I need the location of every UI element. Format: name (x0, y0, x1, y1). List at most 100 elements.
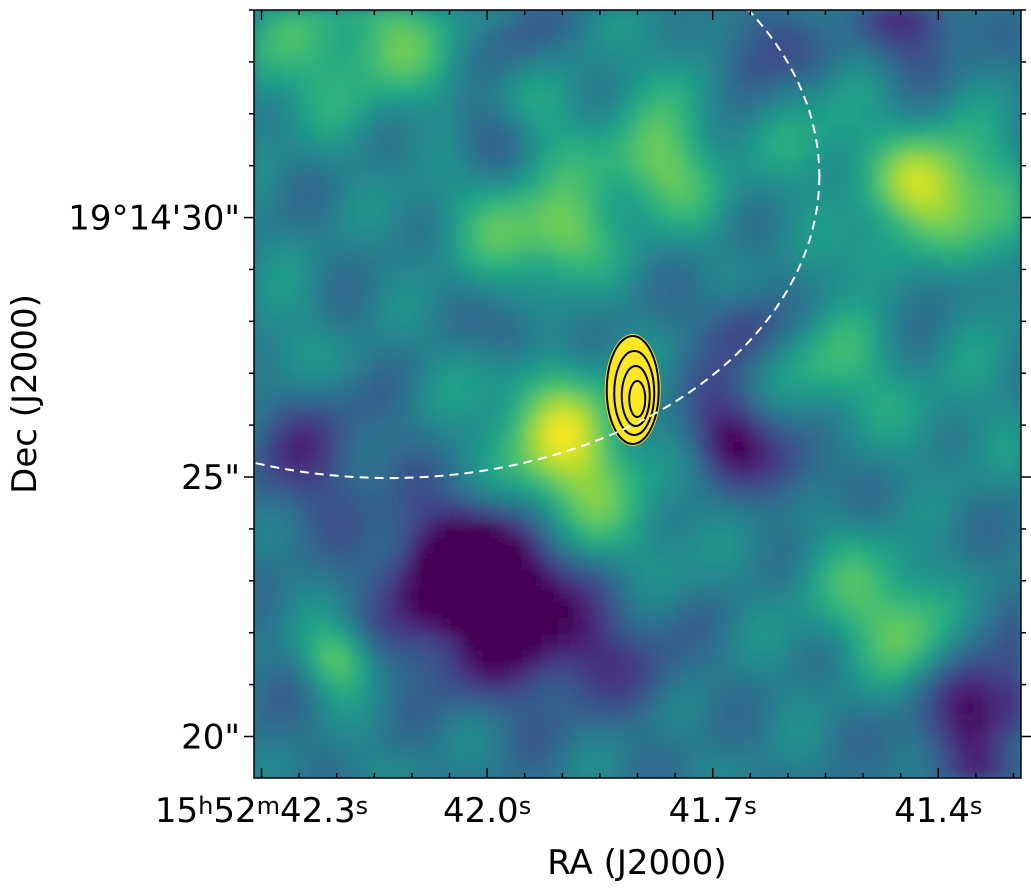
noise-cell (941, 250, 958, 267)
noise-cell (701, 298, 718, 315)
noise-cell (781, 394, 798, 411)
noise-cell (861, 122, 878, 139)
noise-cell (973, 10, 990, 27)
noise-cell (573, 58, 591, 75)
noise-cell (365, 650, 383, 667)
noise-cell (557, 474, 575, 491)
noise-cell (493, 474, 511, 491)
noise-cell (541, 170, 559, 187)
noise-cell (925, 474, 942, 491)
noise-cell (989, 250, 1006, 267)
noise-cell (573, 634, 591, 651)
noise-cell (286, 282, 303, 299)
noise-cell (525, 346, 543, 363)
noise-cell (797, 426, 814, 443)
noise-cell (541, 122, 559, 139)
noise-cell (286, 346, 303, 363)
noise-cell (669, 538, 687, 555)
noise-cell (509, 730, 527, 747)
noise-cell (749, 266, 766, 283)
noise-cell (973, 282, 990, 299)
noise-cell (365, 170, 383, 187)
noise-cell (525, 586, 543, 603)
noise-cell (477, 250, 495, 267)
noise-cell (1005, 746, 1021, 763)
noise-cell (1005, 298, 1021, 315)
noise-cell (989, 90, 1006, 107)
noise-cell (989, 202, 1006, 219)
noise-cell (589, 170, 607, 187)
noise-cell (781, 346, 798, 363)
noise-cell (701, 634, 718, 651)
noise-cell (445, 122, 463, 139)
noise-cell (813, 314, 830, 331)
noise-cell (286, 762, 303, 778)
noise-cell (254, 762, 271, 778)
noise-cell (989, 346, 1006, 363)
noise-cell (781, 426, 798, 443)
noise-cell (701, 314, 718, 331)
noise-cell (605, 26, 623, 43)
noise-cell (254, 138, 271, 155)
noise-cell (509, 218, 527, 235)
noise-cell (621, 570, 639, 587)
noise-cell (525, 682, 543, 699)
noise-cell (349, 186, 367, 203)
noise-cell (765, 106, 782, 123)
noise-cell (381, 394, 399, 411)
noise-cell (797, 586, 814, 603)
noise-cell (781, 474, 798, 491)
noise-cell (893, 314, 910, 331)
noise-cell (669, 378, 687, 395)
noise-cell (925, 570, 942, 587)
noise-cell (925, 506, 942, 523)
noise-cell (941, 282, 958, 299)
noise-cell (365, 154, 383, 171)
noise-cell (605, 330, 623, 347)
noise-cell (1005, 26, 1021, 43)
noise-cell (637, 586, 655, 603)
noise-cell (461, 634, 479, 651)
noise-cell (861, 698, 878, 715)
noise-cell (893, 42, 910, 59)
noise-cell (477, 698, 495, 715)
y-tick-labels: 19°14'30"25"20" (68, 199, 240, 758)
noise-cell (877, 218, 894, 235)
noise-cell (925, 122, 942, 139)
noise-cell (813, 90, 830, 107)
noise-cell (797, 362, 814, 379)
noise-cell (605, 234, 623, 251)
noise-cell (381, 138, 399, 155)
noise-cell (765, 698, 782, 715)
noise-cell (429, 122, 447, 139)
noise-cell (509, 330, 527, 347)
noise-cell (797, 714, 814, 731)
noise-cell (813, 762, 830, 778)
noise-cell (365, 58, 383, 75)
noise-cell (333, 74, 351, 91)
noise-cell (813, 234, 830, 251)
noise-cell (254, 346, 271, 363)
noise-cell (861, 442, 878, 459)
noise-cell (301, 618, 319, 635)
noise-cell (909, 490, 926, 507)
noise-cell (525, 538, 543, 555)
noise-cell (397, 106, 415, 123)
noise-cell (605, 682, 623, 699)
noise-cell (333, 266, 351, 283)
noise-cell (254, 682, 271, 699)
noise-cell (589, 42, 607, 59)
noise-cell (317, 698, 335, 715)
noise-cell (493, 26, 511, 43)
noise-cell (973, 298, 990, 315)
noise-cell (893, 122, 910, 139)
noise-cell (525, 522, 543, 539)
noise-cell (589, 762, 607, 778)
noise-cell (701, 330, 718, 347)
noise-cell (509, 362, 527, 379)
noise-cell (397, 538, 415, 555)
noise-cell (525, 570, 543, 587)
noise-cell (765, 410, 782, 427)
noise-cell (413, 650, 431, 667)
noise-cell (573, 26, 591, 43)
